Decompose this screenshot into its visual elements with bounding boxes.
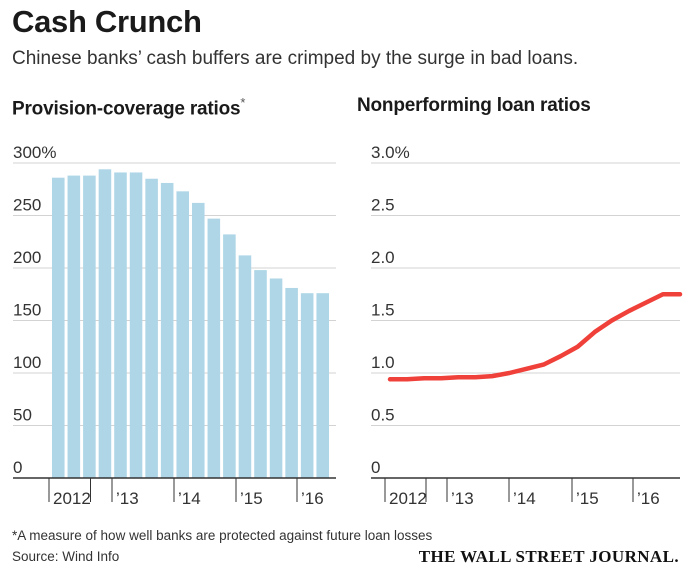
x-tick-label: ’13 — [116, 489, 139, 508]
left-panel-title: Provision-coverage ratios* — [12, 95, 245, 120]
bar — [67, 175, 81, 478]
provision-coverage-bar-chart: 300% 250 200 150 100 50 0 2012 ’13 ’14 ’15 ’16 — [13, 143, 336, 508]
y-tick-label: 200 — [13, 248, 41, 267]
bar — [238, 255, 252, 478]
y-tick-label: 2.5 — [371, 196, 395, 215]
bar — [114, 172, 127, 478]
footnote: *A measure of how well banks are protect… — [12, 528, 433, 543]
bar — [83, 175, 96, 478]
chart-subtitle: Chinese banks’ cash buffers are crimped … — [12, 48, 579, 69]
bar — [223, 234, 236, 478]
y-tick-label: 100 — [13, 353, 41, 372]
right-panel-title: Nonperforming loan ratios — [357, 95, 591, 116]
x-tick-label: 2012 — [389, 489, 427, 508]
bar — [176, 191, 189, 478]
x-tick-label: ’13 — [451, 489, 474, 508]
x-tick-label: ’15 — [240, 489, 263, 508]
x-tick-label: ’16 — [637, 489, 660, 508]
x-tick-label: ’15 — [576, 489, 599, 508]
y-tick-label: 250 — [13, 196, 41, 215]
y-tick-label: 300% — [13, 143, 56, 162]
bar — [145, 178, 158, 478]
npl-ratio-line — [387, 292, 683, 382]
bar — [316, 293, 329, 478]
bar — [254, 270, 267, 478]
y-tick-label: 1.5 — [371, 301, 395, 320]
bar — [285, 287, 298, 478]
y-tick-label: 150 — [13, 301, 41, 320]
y-tick-label: 2.0 — [371, 248, 395, 267]
y-tick-label: 3.0% — [371, 143, 410, 162]
x-tick-label: ’14 — [178, 489, 201, 508]
y-tick-label: 50 — [13, 406, 32, 425]
bar — [192, 202, 205, 478]
x-tick-label: ’16 — [301, 489, 324, 508]
footnote-marker: * — [240, 95, 246, 110]
y-tick-label: 0 — [13, 458, 22, 477]
npl-line-chart: 3.0% 2.5 2.0 1.5 1.0 0.5 0 2012 ’13 ’14 ’15 ’16 — [371, 143, 683, 508]
bar — [300, 293, 314, 478]
left-panel-title-text: Provision-coverage ratios — [12, 98, 241, 120]
y-tick-label: 0 — [371, 458, 380, 477]
x-tick-label: 2012 — [53, 489, 91, 508]
bar — [98, 169, 112, 479]
bar — [129, 172, 143, 478]
bar — [52, 177, 65, 478]
bar — [269, 278, 283, 478]
x-tick-label: ’14 — [513, 489, 536, 508]
bar — [207, 218, 221, 478]
wsj-logo: THE WALL STREET JOURNAL. — [418, 547, 679, 566]
chart-title: Cash Crunch — [12, 4, 202, 39]
source-note: Source: Wind Info — [12, 549, 120, 564]
y-tick-label: 1.0 — [371, 353, 395, 372]
bar — [160, 182, 174, 478]
y-tick-label: 0.5 — [371, 406, 395, 425]
